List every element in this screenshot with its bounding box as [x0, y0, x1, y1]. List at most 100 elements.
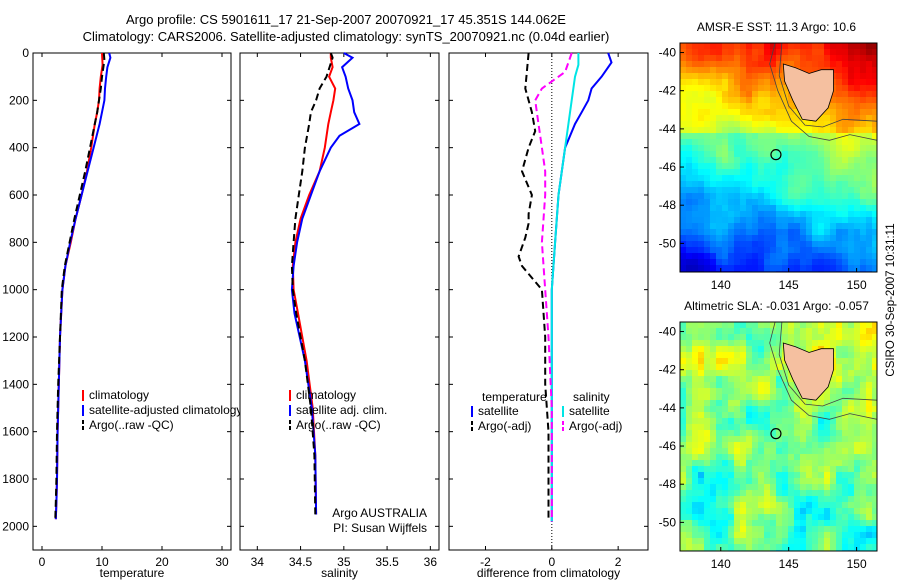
- sla-cell: [698, 370, 705, 377]
- sla-cell: [686, 496, 693, 503]
- sla-cell: [782, 394, 789, 401]
- sst-cell: [728, 97, 735, 104]
- sst-cell: [806, 217, 813, 224]
- sst-cell: [842, 241, 849, 248]
- sst-cell: [722, 193, 729, 200]
- sst-cell: [746, 109, 753, 116]
- sst-cell: [818, 193, 825, 200]
- sst-cell: [866, 193, 873, 200]
- sst-cell: [770, 109, 777, 116]
- sst-cell: [806, 163, 813, 170]
- sst-cell: [866, 145, 873, 152]
- sla-cell: [752, 352, 759, 359]
- sla-cell: [770, 424, 777, 431]
- sla-cell: [692, 364, 699, 371]
- sla-cell: [752, 472, 759, 479]
- sla-cell: [746, 502, 753, 509]
- sla-cell: [764, 406, 771, 413]
- sst-cell: [722, 127, 729, 134]
- sst-cell: [788, 139, 795, 146]
- sla-cell: [752, 466, 759, 473]
- sst-cell: [770, 61, 777, 68]
- sst-cell: [740, 211, 747, 218]
- sla-cell: [758, 328, 765, 335]
- sst-cell: [716, 199, 723, 206]
- sst-xtick-label: 140: [711, 278, 731, 292]
- sst-cell: [848, 55, 855, 62]
- sst-cell: [740, 49, 747, 56]
- sla-cell: [758, 364, 765, 371]
- sst-cell: [776, 49, 783, 56]
- sst-cell: [860, 181, 867, 188]
- sla-cell: [770, 388, 777, 395]
- sla-cell: [812, 520, 819, 527]
- sla-cell: [854, 466, 861, 473]
- sla-cell: [818, 496, 825, 503]
- sla-cell: [788, 520, 795, 527]
- sst-cell: [776, 241, 783, 248]
- sst-cell: [716, 169, 723, 176]
- sla-cell: [830, 508, 837, 515]
- sla-cell: [806, 526, 813, 533]
- sla-cell: [836, 364, 843, 371]
- sst-cell: [824, 211, 831, 218]
- sst-cell: [716, 55, 723, 62]
- sla-cell: [818, 520, 825, 527]
- sla-cell: [824, 406, 831, 413]
- sla-cell: [698, 394, 705, 401]
- sst-cell: [812, 247, 819, 254]
- sst-cell: [836, 79, 843, 86]
- sla-cell: [842, 460, 849, 467]
- sst-cell: [710, 187, 717, 194]
- sla-cell: [704, 448, 711, 455]
- sla-cell: [872, 514, 877, 521]
- sla-cell: [764, 544, 771, 551]
- sst-cell: [854, 109, 861, 116]
- sst-cell: [854, 211, 861, 218]
- sst-cell: [764, 79, 771, 86]
- sla-cell: [794, 412, 801, 419]
- sst-cell: [710, 139, 717, 146]
- sla-cell: [866, 412, 873, 419]
- sst-cell: [842, 79, 849, 86]
- sla-cell: [740, 382, 747, 389]
- sst-cell: [824, 109, 831, 116]
- sst-cell: [770, 157, 777, 164]
- sla-cell: [824, 322, 831, 329]
- sla-cell: [830, 478, 837, 485]
- sla-cell: [848, 394, 855, 401]
- sla-cell: [788, 376, 795, 383]
- sla-cell: [812, 406, 819, 413]
- sst-cell: [752, 127, 759, 134]
- sla-cell: [704, 394, 711, 401]
- sla-cell: [854, 382, 861, 389]
- sst-cell: [758, 145, 765, 152]
- salinity-xlabel: salinity: [321, 566, 358, 580]
- sla-ytick-label: -42: [659, 363, 677, 377]
- sla-cell: [872, 388, 877, 395]
- sla-cell: [866, 538, 873, 545]
- sla-cell: [866, 532, 873, 539]
- sst-cell: [776, 157, 783, 164]
- sla-cell: [752, 406, 759, 413]
- sla-cell: [812, 514, 819, 521]
- sla-cell: [692, 430, 699, 437]
- sst-cell: [830, 127, 837, 134]
- sst-cell: [770, 145, 777, 152]
- sst-cell: [860, 73, 867, 80]
- sst-cell: [794, 43, 801, 50]
- sla-cell: [680, 514, 687, 521]
- sla-cell: [818, 442, 825, 449]
- sla-cell: [722, 418, 729, 425]
- sst-cell: [698, 151, 705, 158]
- sla-cell: [860, 322, 867, 329]
- sst-cell: [818, 61, 825, 68]
- sla-cell: [866, 364, 873, 371]
- sst-cell: [776, 253, 783, 260]
- sst-cell: [758, 139, 765, 146]
- sla-cell: [854, 340, 861, 347]
- sst-cell: [770, 43, 777, 50]
- sst-cell: [854, 181, 861, 188]
- sst-cell: [842, 67, 849, 74]
- sla-ytick-label: -46: [659, 439, 677, 453]
